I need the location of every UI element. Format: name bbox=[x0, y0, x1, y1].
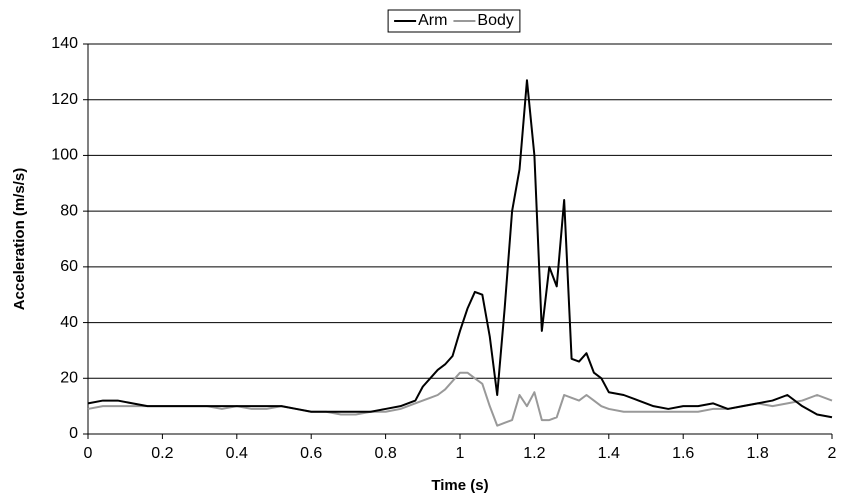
y-tick-label: 120 bbox=[51, 91, 78, 108]
x-tick-label: 2 bbox=[828, 445, 837, 462]
y-axis-label: Acceleration (m/s/s) bbox=[11, 168, 28, 311]
legend-label: Arm bbox=[418, 12, 447, 29]
x-tick-label: 0.8 bbox=[374, 445, 396, 462]
x-tick-label: 1.4 bbox=[598, 445, 620, 462]
line-series bbox=[87, 79, 833, 419]
x-tick-label: 1 bbox=[456, 445, 465, 462]
x-tick-label: 0.4 bbox=[226, 445, 248, 462]
x-tick-label: 0.2 bbox=[151, 445, 173, 462]
y-tick-label: 40 bbox=[60, 314, 78, 331]
x-tick-label: 0.6 bbox=[300, 445, 322, 462]
x-tick-label: 0 bbox=[84, 445, 93, 462]
x-tick-label: 1.6 bbox=[672, 445, 694, 462]
y-tick-label: 100 bbox=[51, 147, 78, 164]
y-tick-label: 60 bbox=[60, 258, 78, 275]
x-tick-label: 1.2 bbox=[523, 445, 545, 462]
x-axis-label: Time (s) bbox=[431, 477, 488, 494]
y-tick-label: 140 bbox=[51, 35, 78, 52]
y-tick-label: 20 bbox=[60, 370, 78, 387]
line-series bbox=[87, 371, 833, 427]
y-tick-label: 0 bbox=[69, 425, 78, 442]
legend-label: Body bbox=[477, 12, 513, 29]
y-tick-label: 80 bbox=[60, 202, 78, 219]
x-tick-label: 1.8 bbox=[746, 445, 768, 462]
